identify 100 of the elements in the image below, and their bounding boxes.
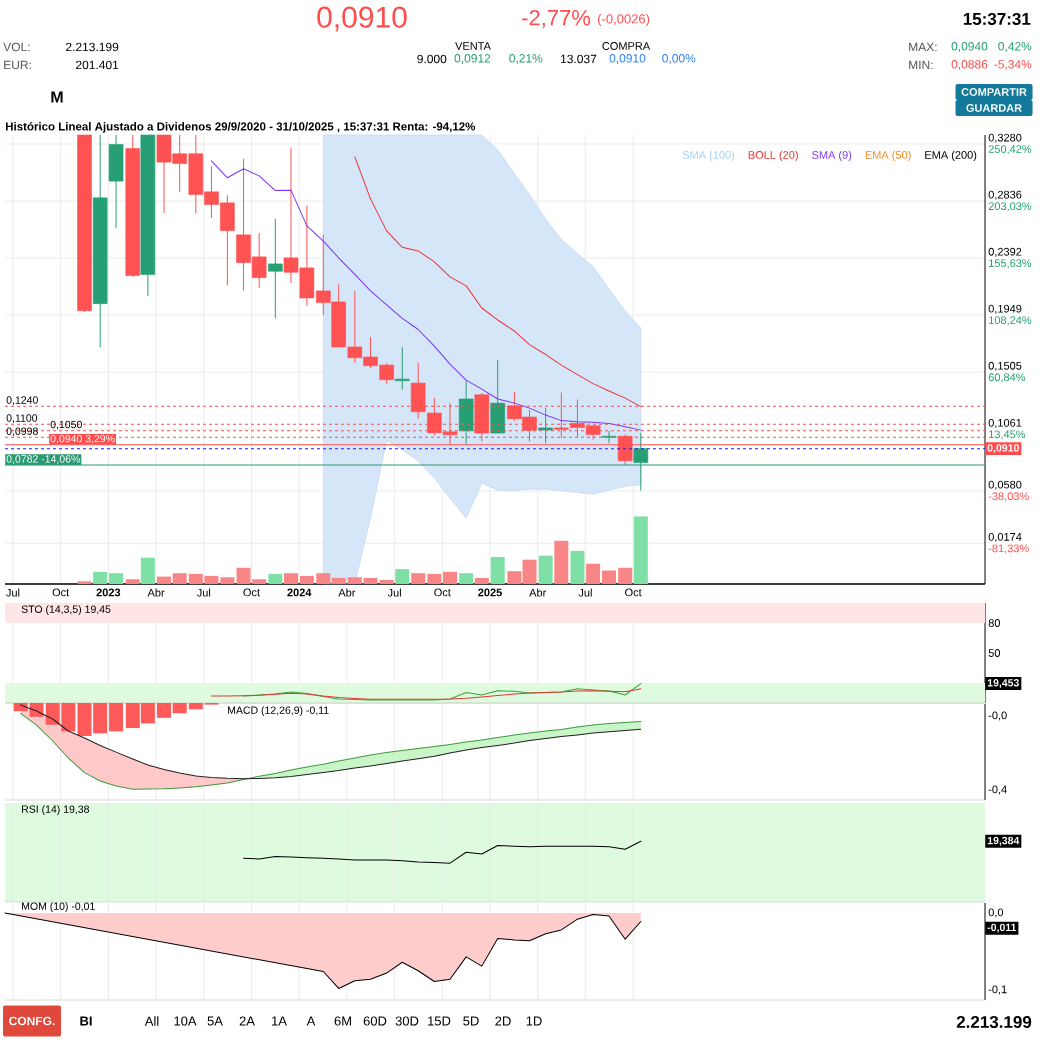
bar bbox=[77, 581, 92, 584]
y-tick-label: 50 bbox=[988, 649, 1001, 657]
legend-label: EMA (200) bbox=[925, 150, 977, 161]
bar bbox=[554, 540, 569, 584]
text: 201.401 bbox=[76, 60, 119, 70]
x-tick-label: 2023 bbox=[96, 588, 121, 597]
x-tick-label: Oct bbox=[434, 588, 451, 597]
y-tick-label: -0,4 bbox=[988, 785, 1007, 795]
bar bbox=[379, 579, 394, 584]
x-tick-label: Oct bbox=[243, 588, 260, 597]
ref-line-label: 0,1240 bbox=[6, 396, 38, 406]
text: 0,00% bbox=[662, 54, 696, 64]
text: 0,0912 bbox=[454, 54, 491, 64]
text: 13.037 bbox=[561, 54, 597, 64]
y-tick-label: 0,1505 bbox=[988, 361, 1022, 371]
legend-label: SMA (100) bbox=[682, 150, 735, 161]
bar bbox=[93, 571, 108, 584]
y-tick-label: 0,2836 bbox=[988, 190, 1022, 200]
y-tick-label: 0,1949 bbox=[988, 304, 1022, 314]
text: 2.213.199 bbox=[956, 1015, 1032, 1029]
y2-tick-label: 203,03% bbox=[988, 202, 1032, 212]
text: 1A bbox=[272, 1016, 287, 1026]
x-tick-label: Abr bbox=[147, 588, 165, 597]
bar bbox=[507, 571, 522, 584]
text: 0,0910 bbox=[987, 444, 1019, 454]
bar bbox=[522, 559, 537, 584]
bar bbox=[602, 570, 617, 584]
text: 0,0910 bbox=[317, 6, 407, 32]
text: 15:37:31 bbox=[963, 12, 1031, 26]
text: 5A bbox=[207, 1016, 223, 1026]
bar bbox=[474, 577, 489, 584]
y2-tick-label: 250,42% bbox=[988, 145, 1032, 155]
bar bbox=[220, 577, 235, 584]
x-tick-label: Oct bbox=[625, 588, 642, 597]
bar bbox=[157, 576, 172, 584]
text: -2,77% bbox=[522, 9, 591, 29]
ref-line-label: 0,0940 3,29% bbox=[50, 434, 115, 444]
text: EUR: bbox=[4, 60, 31, 70]
y-tick-label: -0,1 bbox=[988, 985, 1007, 995]
bar bbox=[618, 567, 633, 584]
text: MAX: bbox=[909, 42, 937, 52]
text: 0,21% bbox=[509, 54, 543, 64]
text: All bbox=[144, 1016, 159, 1026]
bar bbox=[490, 556, 505, 584]
y-tick-label: 0,0580 bbox=[988, 480, 1022, 490]
ref-line-label: 0,1100 bbox=[6, 414, 38, 424]
y-tick-label: 80 bbox=[988, 619, 1001, 627]
y2-tick-label: 155,63% bbox=[989, 259, 1032, 269]
bar bbox=[586, 563, 601, 584]
text: 9.000 bbox=[417, 54, 447, 64]
text: 19,453 bbox=[987, 679, 1019, 689]
text: M bbox=[51, 91, 63, 103]
text: VENTA bbox=[455, 42, 491, 50]
text: 1D bbox=[526, 1016, 542, 1026]
text: 0,42% bbox=[998, 42, 1032, 52]
x-tick-label: Jul bbox=[578, 588, 592, 597]
text: 0,0886 bbox=[951, 60, 988, 70]
bar bbox=[172, 573, 187, 584]
bar bbox=[283, 573, 298, 584]
bar bbox=[109, 573, 124, 584]
y2-tick-label: 108,24% bbox=[989, 316, 1032, 326]
text: A bbox=[306, 1016, 316, 1026]
bar bbox=[395, 569, 410, 584]
chart-title: MOM (10) -0,01 bbox=[22, 902, 95, 912]
text: BI bbox=[80, 1016, 92, 1026]
text: 10A bbox=[174, 1016, 197, 1026]
text: -0,011 bbox=[987, 923, 1017, 933]
text: VOL: bbox=[3, 42, 30, 52]
text: COMPRA bbox=[602, 42, 651, 50]
text: -5,34% bbox=[994, 60, 1032, 70]
text: 0,0940 bbox=[951, 42, 988, 52]
chart-title: STO (14,3,5) 19,45 bbox=[21, 605, 111, 615]
x-tick-label: Jul bbox=[196, 588, 211, 597]
text: BOLL (20) bbox=[748, 150, 798, 161]
y2-tick-label: 60,84% bbox=[988, 373, 1026, 383]
bar bbox=[125, 579, 140, 584]
x-tick-label: 2024 bbox=[287, 588, 312, 597]
y-tick-label: 0,0 bbox=[988, 908, 1004, 918]
chart-title: Histórico Lineal Ajustado a Dividenos 29/9/2020 - 31/10/2025 , 15:37:31 Renta: -94,12% bbox=[5, 121, 476, 133]
chart-title: RSI (14) 19,38 bbox=[22, 805, 90, 815]
x-tick-label: Abr bbox=[338, 588, 356, 597]
y-tick-label: 0,1061 bbox=[988, 418, 1022, 429]
text: 5D bbox=[463, 1016, 479, 1026]
bar bbox=[538, 555, 553, 584]
chart-title: MACD (12,26,9) -0,11 bbox=[228, 706, 329, 716]
y2-tick-label: -38,03% bbox=[988, 492, 1029, 502]
bar bbox=[268, 573, 283, 584]
text: 30D bbox=[395, 1016, 419, 1026]
text: 60D bbox=[363, 1016, 387, 1026]
legend-label: EMA (50) bbox=[865, 150, 911, 161]
y-tick-label: 0,0174 bbox=[988, 532, 1022, 543]
bar bbox=[570, 550, 585, 584]
text: 0,0910 bbox=[609, 54, 646, 64]
text: 6M bbox=[334, 1016, 351, 1026]
y-tick-label: 0,2392 bbox=[988, 247, 1022, 257]
text: CONFG. bbox=[9, 1016, 55, 1026]
y2-tick-label: -81,33% bbox=[988, 544, 1029, 554]
text: 15D bbox=[428, 1016, 451, 1026]
bar bbox=[459, 573, 474, 584]
text: 2D bbox=[495, 1016, 511, 1026]
